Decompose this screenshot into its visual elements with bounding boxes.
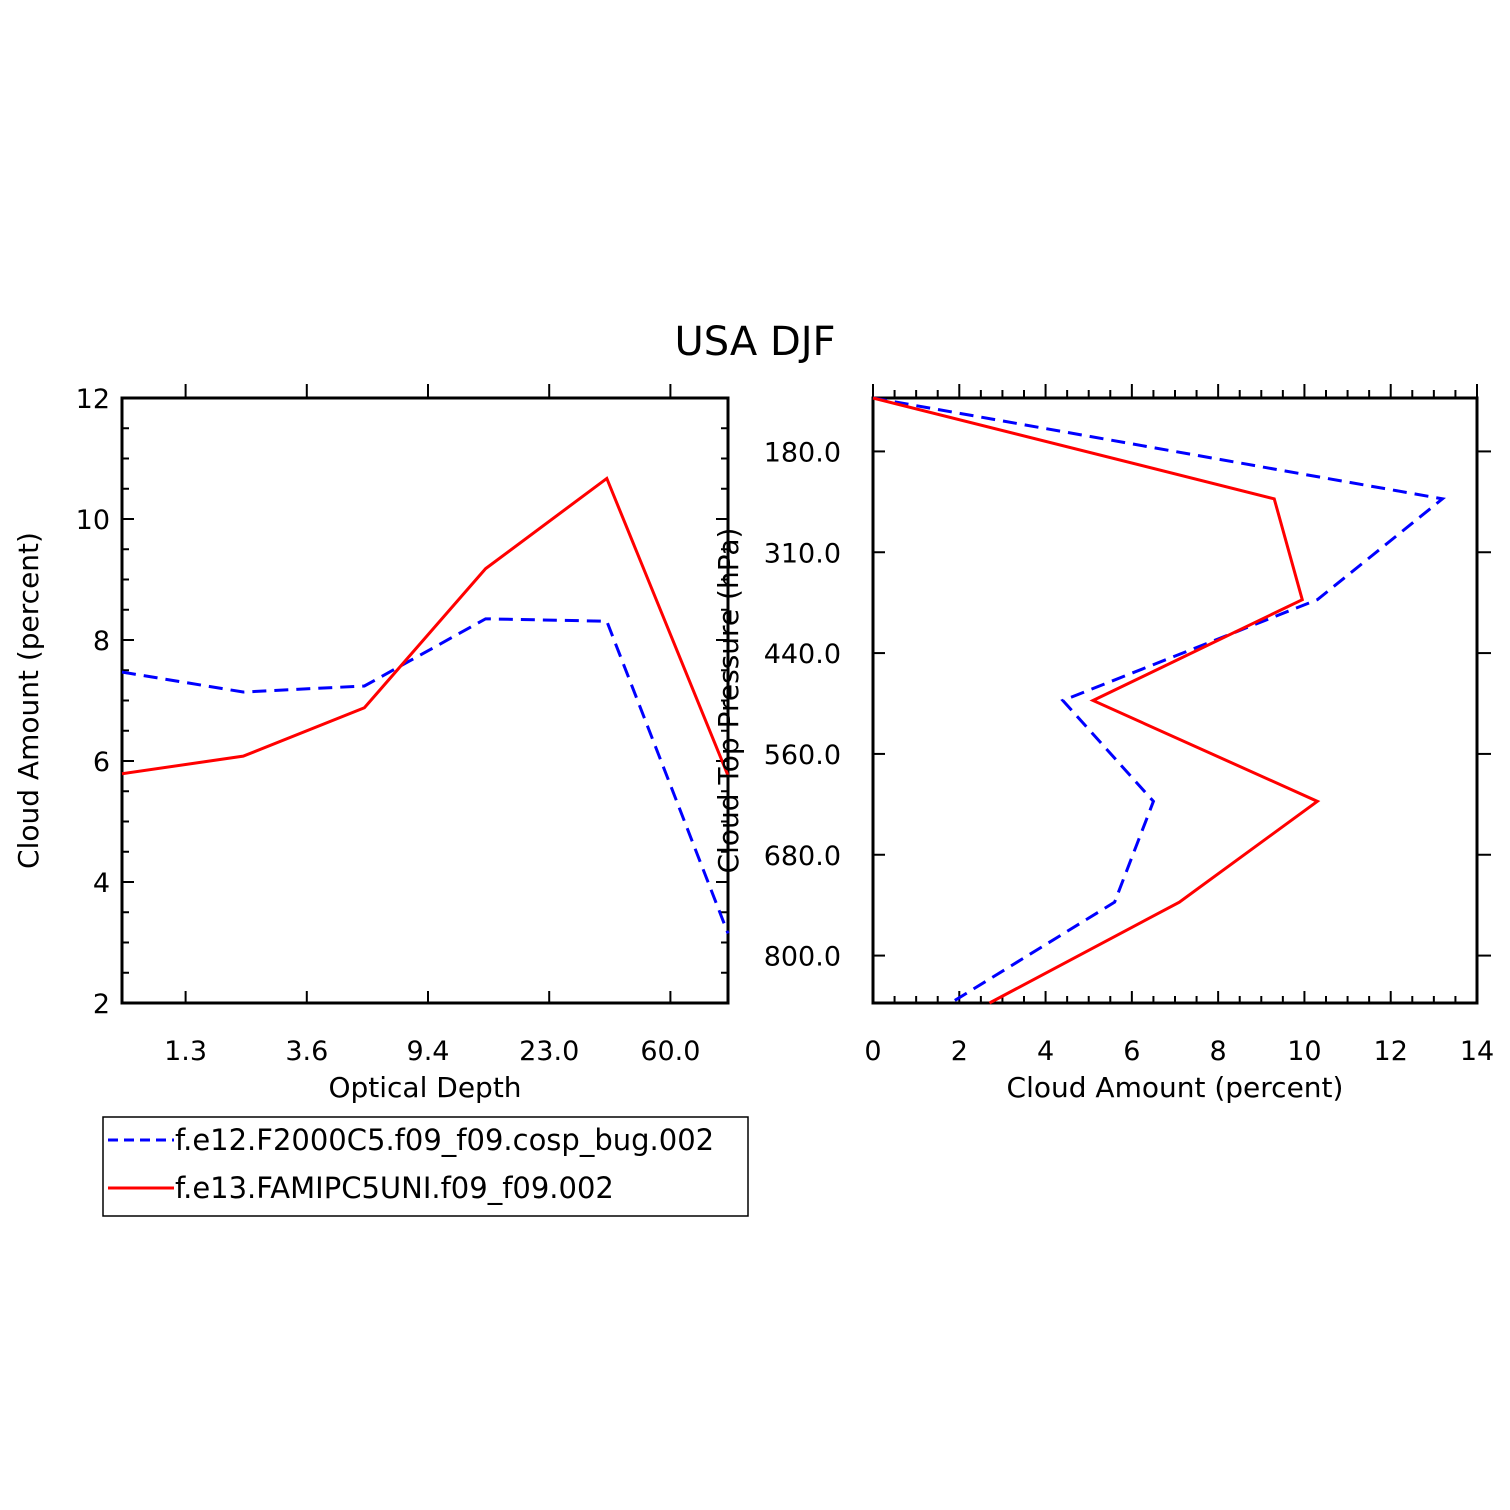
left-x-axis-label: Optical Depth bbox=[328, 1071, 521, 1104]
left-y-tick-label: 2 bbox=[93, 989, 110, 1020]
legend-label-1: f.e12.F2000C5.f09_f09.cosp_bug.002 bbox=[175, 1123, 714, 1157]
right-x-tick-label: 10 bbox=[1287, 1036, 1321, 1067]
right-x-axis-label: Cloud Amount (percent) bbox=[1007, 1071, 1344, 1104]
right-y-tick-label: 680.0 bbox=[764, 841, 841, 872]
right-y-tick-label: 310.0 bbox=[764, 538, 841, 569]
right-y-axis-label: Cloud Top Pressure (hPa) bbox=[712, 528, 745, 874]
left-x-tick-label: 23.0 bbox=[519, 1036, 579, 1067]
right-series-line-1 bbox=[872, 396, 1446, 1005]
left-series-line-1 bbox=[121, 617, 730, 934]
left-y-tick-label: 10 bbox=[76, 505, 110, 536]
left-y-tick-label: 6 bbox=[93, 747, 110, 778]
right-x-tick-label: 14 bbox=[1460, 1036, 1494, 1067]
left-plot: 2 4 6 8 10 12 1.3 3.6 9.4 23.0 60.0 Optical Depth Cl… bbox=[12, 384, 730, 1104]
left-x-tick-label: 1.3 bbox=[164, 1036, 207, 1067]
right-x-tick-label: 8 bbox=[1210, 1036, 1227, 1067]
right-series-line-2 bbox=[872, 396, 1321, 1005]
right-y-tick-label: 440.0 bbox=[764, 639, 841, 670]
right-x-tick-label: 4 bbox=[1037, 1036, 1054, 1067]
right-plot: 0 2 4 6 8 10 12 14 180.0 310.0 440.0 560.0 680.0 800.… bbox=[712, 384, 1494, 1104]
left-x-tick-label: 9.4 bbox=[407, 1036, 450, 1067]
left-series-line-2 bbox=[121, 476, 730, 777]
right-x-tick-label: 0 bbox=[864, 1036, 881, 1067]
left-y-tick-label: 8 bbox=[93, 626, 110, 657]
right-y-tick-label: 180.0 bbox=[764, 437, 841, 468]
left-x-tick-label: 3.6 bbox=[285, 1036, 328, 1067]
left-y-tick-label: 12 bbox=[76, 384, 110, 415]
legend: f.e12.F2000C5.f09_f09.cosp_bug.002 f.e13.… bbox=[102, 1116, 749, 1217]
left-plot-frame bbox=[120, 396, 730, 1005]
right-y-tick-label: 800.0 bbox=[764, 942, 841, 973]
right-y-tick-label: 560.0 bbox=[764, 740, 841, 771]
right-x-tick-label: 6 bbox=[1123, 1036, 1140, 1067]
right-x-tick-label: 12 bbox=[1374, 1036, 1408, 1067]
right-x-tick-label: 2 bbox=[951, 1036, 968, 1067]
legend-box bbox=[102, 1116, 749, 1217]
legend-label-2: f.e13.FAMIPC5UNI.f09_f09.002 bbox=[175, 1171, 614, 1205]
right-plot-frame bbox=[871, 396, 1479, 1005]
left-y-tick-label: 4 bbox=[93, 868, 110, 899]
left-y-axis-label: Cloud Amount (percent) bbox=[12, 532, 45, 869]
figure-title: USA DJF bbox=[674, 319, 835, 365]
left-x-tick-label: 60.0 bbox=[640, 1036, 700, 1067]
